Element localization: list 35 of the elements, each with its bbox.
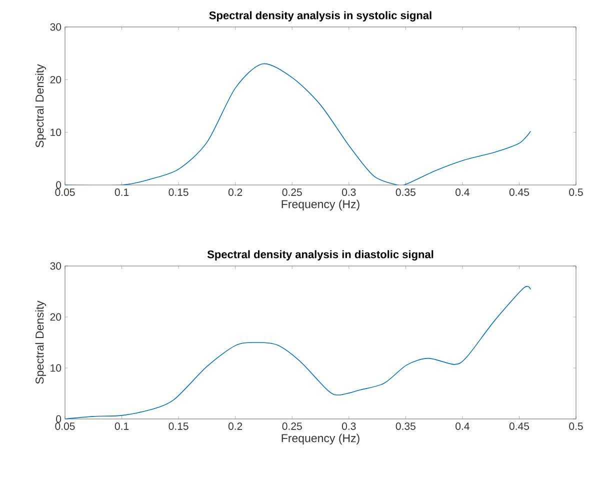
chart-title: Spectral density analysis in systolic signal [209,11,432,22]
x-tick-label: 0.5 [569,422,583,430]
x-tick-label: 0.25 [282,188,302,196]
x-tick-label: 0.3 [342,188,356,196]
x-tick-label: 0.35 [396,422,416,430]
x-tick-label: 0.15 [168,188,188,196]
x-tick-label: 0.5 [569,188,583,196]
x-tick-label: 0.2 [228,188,242,196]
chart-title: Spectral density analysis in diastolic signal [207,250,434,260]
y-tick-label: 30 [50,23,62,31]
x-tick-label: 0.1 [114,422,129,430]
y-axis-title: Spectral Density [35,64,46,148]
x-tick-label: 0.35 [396,188,416,196]
x-tick-label: 0.15 [168,422,188,430]
x-tick-label: 0.05 [55,422,75,430]
y-tick-label: 20 [50,76,62,84]
x-tick-label: 0.05 [55,188,75,196]
y-tick-label: 0 [56,181,62,189]
x-axis-title: Frequency (Hz) [282,434,360,444]
y-tick-label: 20 [50,313,62,321]
x-tick-label: 0.45 [509,422,530,430]
y-tick-label: 10 [50,364,62,372]
x-axis-title: Frequency (Hz) [282,200,360,210]
x-tick-label: 0.25 [282,422,302,430]
y-axis-title: Spectral Density [35,300,46,384]
x-tick-label: 0.2 [228,422,242,430]
x-tick-label: 0.4 [456,422,470,430]
y-tick-label: 30 [50,262,62,270]
x-tick-label: 0.1 [114,188,129,196]
x-tick-label: 0.45 [509,188,530,196]
y-tick-label: 10 [50,128,62,136]
x-tick-label: 0.4 [456,188,470,196]
x-tick-label: 0.3 [342,422,356,430]
line-series [65,63,531,185]
y-tick-label: 0 [56,415,62,423]
